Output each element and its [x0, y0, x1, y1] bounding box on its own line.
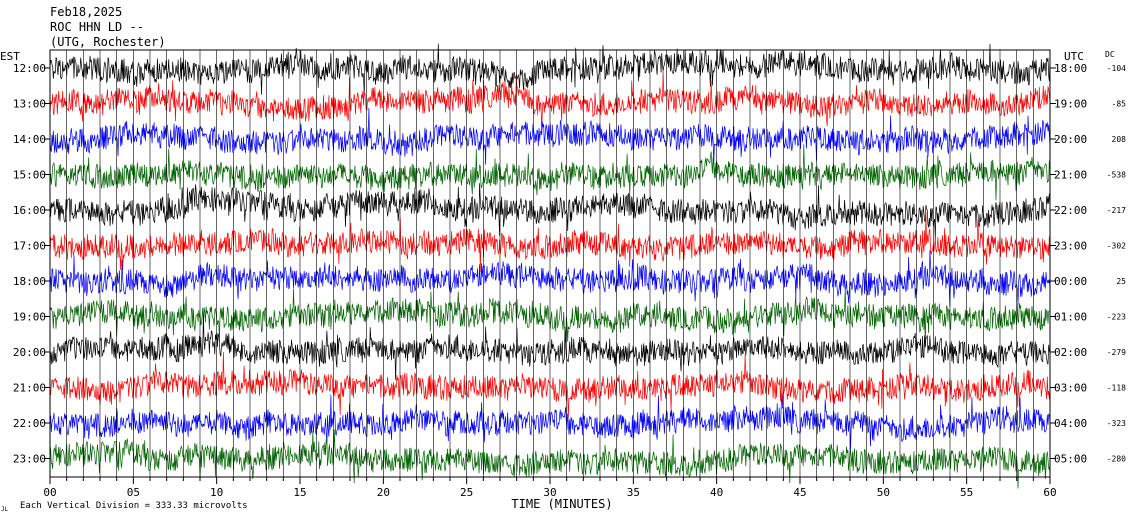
- right-timezone-label: UTC: [1064, 50, 1084, 63]
- utc-hour-label: 01:00: [1054, 311, 1087, 324]
- x-tick-label: 55: [960, 486, 973, 499]
- x-tick-label: 05: [127, 486, 140, 499]
- est-hour-label: 16:00: [13, 204, 46, 217]
- x-tick-label: 00: [43, 486, 56, 499]
- x-tick-label: 35: [627, 486, 640, 499]
- dc-offset-value: -280: [1107, 455, 1126, 464]
- est-hour-label: 20:00: [13, 346, 46, 359]
- utc-hour-label: 21:00: [1054, 169, 1087, 182]
- row-labels: 12:00 18:00 -104 13:00 19:00 -85 14:00 20:00 208…: [13, 62, 1126, 466]
- dc-offset-value: -104: [1107, 64, 1126, 73]
- x-tick-label: 10: [210, 486, 223, 499]
- minute-gridlines: [66, 50, 1034, 477]
- utc-hour-label: 02:00: [1054, 346, 1087, 359]
- utc-hour-label: 22:00: [1054, 204, 1087, 217]
- plot-date: Feb18,2025: [50, 5, 122, 19]
- x-tick-label: 15: [293, 486, 306, 499]
- est-hour-label: 18:00: [13, 275, 46, 288]
- utc-hour-label: 23:00: [1054, 240, 1087, 253]
- footer-mark: JL: [1, 506, 9, 513]
- station-location: (UTG, Rochester): [50, 35, 166, 49]
- dc-offset-value: -217: [1107, 206, 1126, 215]
- x-axis-ticks: 00 05 10 15 20 25 30 35 40 45 50 55 60: [43, 477, 1057, 499]
- utc-hour-label: 03:00: [1054, 382, 1087, 395]
- dc-offset-value: -302: [1107, 242, 1126, 251]
- utc-hour-label: 00:00: [1054, 275, 1087, 288]
- utc-hour-label: 04:00: [1054, 417, 1087, 430]
- vertical-division-note: Each Vertical Division = 333.33 microvol…: [20, 501, 248, 511]
- est-hour-label: 17:00: [13, 240, 46, 253]
- dc-offset-value: -538: [1107, 171, 1126, 180]
- x-tick-label: 60: [1043, 486, 1056, 499]
- x-tick-label: 25: [460, 486, 473, 499]
- x-tick-label: 30: [543, 486, 556, 499]
- est-hour-label: 15:00: [13, 169, 46, 182]
- est-hour-label: 14:00: [13, 133, 46, 146]
- est-hour-label: 21:00: [13, 382, 46, 395]
- utc-hour-label: 19:00: [1054, 98, 1087, 111]
- x-tick-label: 50: [877, 486, 890, 499]
- x-axis-label: TIME (MINUTES): [511, 497, 612, 511]
- est-hour-label: 13:00: [13, 98, 46, 111]
- left-timezone-label: EST: [0, 50, 20, 63]
- x-tick-label: 20: [377, 486, 390, 499]
- station-code: ROC HHN LD --: [50, 20, 144, 34]
- utc-hour-label: 20:00: [1054, 133, 1087, 146]
- dc-offset-value: -223: [1107, 313, 1126, 322]
- x-tick-label: 45: [793, 486, 806, 499]
- est-hour-label: 23:00: [13, 453, 46, 466]
- dc-offset-value: -85: [1112, 100, 1127, 109]
- dc-offset-value: -323: [1107, 419, 1126, 428]
- dc-offset-header: DC: [1105, 50, 1115, 59]
- dc-offset-value: 25: [1116, 277, 1126, 286]
- utc-hour-label: 05:00: [1054, 453, 1087, 466]
- dc-offset-value: 208: [1112, 135, 1127, 144]
- utc-hour-label: 18:00: [1054, 62, 1087, 75]
- est-hour-label: 22:00: [13, 417, 46, 430]
- x-tick-label: 40: [710, 486, 723, 499]
- dc-offset-value: -118: [1107, 384, 1126, 393]
- est-hour-label: 19:00: [13, 311, 46, 324]
- dc-offset-value: -279: [1107, 348, 1126, 357]
- est-hour-label: 12:00: [13, 62, 46, 75]
